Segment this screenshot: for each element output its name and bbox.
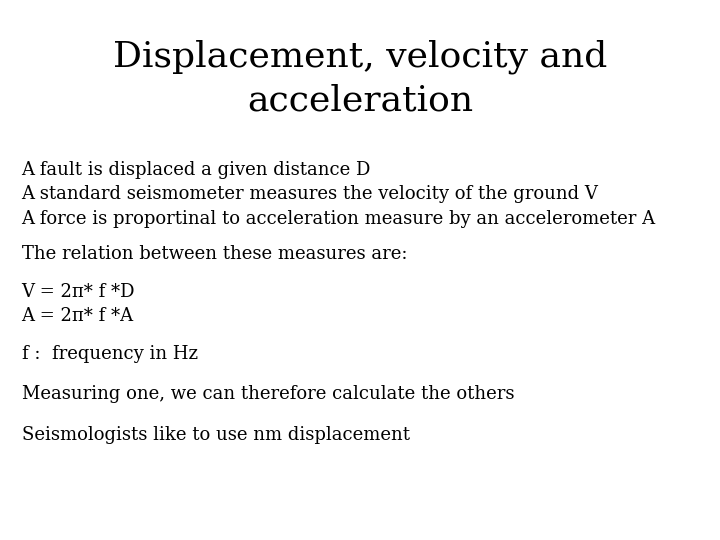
Text: A fault is displaced a given distance D: A fault is displaced a given distance D	[22, 161, 371, 179]
Text: A standard seismometer measures the velocity of the ground V: A standard seismometer measures the velo…	[22, 185, 598, 204]
Text: Displacement, velocity and
acceleration: Displacement, velocity and acceleration	[113, 39, 607, 117]
Text: Seismologists like to use nm displacement: Seismologists like to use nm displacemen…	[22, 426, 410, 444]
Text: The relation between these measures are:: The relation between these measures are:	[22, 245, 407, 263]
Text: A force is proportinal to acceleration measure by an accelerometer A: A force is proportinal to acceleration m…	[22, 210, 656, 228]
Text: V = 2π* f *D: V = 2π* f *D	[22, 282, 135, 301]
Text: f :  frequency in Hz: f : frequency in Hz	[22, 345, 197, 363]
Text: A = 2π* f *A: A = 2π* f *A	[22, 307, 134, 325]
Text: Measuring one, we can therefore calculate the others: Measuring one, we can therefore calculat…	[22, 385, 514, 403]
